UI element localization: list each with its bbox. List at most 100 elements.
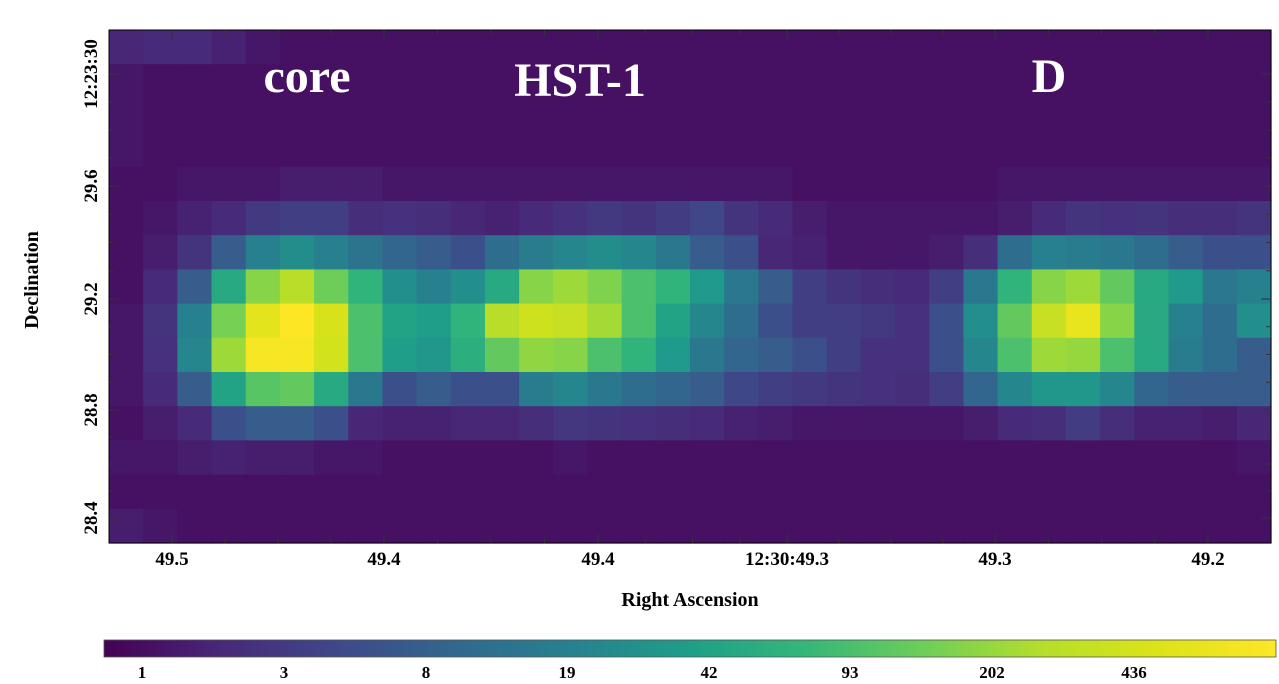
heatmap-cell <box>484 132 520 168</box>
heatmap-cell <box>621 508 657 544</box>
heatmap-cell <box>826 372 862 407</box>
heatmap-cell <box>279 269 315 305</box>
heatmap-cell <box>587 372 623 407</box>
heatmap-cell <box>758 132 794 168</box>
heatmap-cell <box>895 98 930 134</box>
heatmap-cell <box>1202 98 1238 134</box>
heatmap-cell <box>450 303 486 339</box>
heatmap-cell <box>724 269 759 305</box>
heatmap-cell <box>655 98 691 134</box>
heatmap-cell <box>1134 474 1170 510</box>
heatmap-cell <box>826 235 862 270</box>
heatmap-cell <box>826 64 862 99</box>
heatmap-cell <box>826 201 862 236</box>
colorbar-tick-label: 93 <box>842 663 859 682</box>
heatmap-cell <box>348 98 384 134</box>
heatmap-cell <box>348 303 384 339</box>
heatmap-cell <box>1100 474 1135 510</box>
heatmap-cell <box>895 474 930 510</box>
heatmap-cell <box>1100 372 1135 407</box>
heatmap-cell <box>690 406 725 441</box>
heatmap-cell <box>553 98 589 134</box>
heatmap-cell <box>348 235 384 270</box>
heatmap-cell <box>1202 132 1238 168</box>
heatmap-cell <box>1168 440 1204 476</box>
heatmap-cell <box>826 337 862 373</box>
heatmap-cell <box>382 132 418 168</box>
heatmap-cell <box>895 303 930 339</box>
heatmap-cell <box>826 30 862 65</box>
heatmap-cell <box>314 64 349 99</box>
heatmap-cell <box>211 406 247 441</box>
heatmap-cell <box>143 269 178 305</box>
heatmap-cell <box>484 30 520 65</box>
heatmap-cells <box>109 30 1272 544</box>
heatmap-cell <box>758 372 794 407</box>
heatmap-cell <box>929 303 965 339</box>
heatmap-cell <box>587 98 623 134</box>
heatmap-cell <box>245 474 281 510</box>
heatmap-cell <box>1100 132 1135 168</box>
heatmap-cell <box>348 406 384 441</box>
heatmap-cell <box>860 166 896 202</box>
heatmap-cell <box>1031 235 1067 270</box>
heatmap-cell <box>382 440 418 476</box>
heatmap-cell <box>519 30 554 65</box>
x-tick-label: 49.4 <box>367 549 401 570</box>
heatmap-cell <box>143 235 178 270</box>
heatmap-cell <box>279 303 315 339</box>
heatmap-cell <box>963 474 999 510</box>
heatmap-cell <box>724 201 759 236</box>
heatmap-cell <box>997 372 1033 407</box>
heatmap-cell <box>553 166 589 202</box>
heatmap-cell <box>997 440 1033 476</box>
heatmap-cell <box>963 132 999 168</box>
heatmap-cell <box>963 201 999 236</box>
axis-ticks <box>109 30 1271 543</box>
heatmap-cell <box>450 337 486 373</box>
heatmap-cell <box>792 474 828 510</box>
heatmap-cell <box>519 64 554 99</box>
heatmap-cell <box>621 303 657 339</box>
heatmap-cell <box>348 440 384 476</box>
heatmap-cell <box>314 132 349 168</box>
colorbar-tick-label: 8 <box>422 663 431 682</box>
heatmap-cell <box>484 166 520 202</box>
heatmap-cell <box>1134 406 1170 441</box>
x-tick-label: 49.3 <box>978 549 1011 570</box>
heatmap-cell <box>177 269 213 305</box>
heatmap-cell <box>929 201 965 236</box>
heatmap-cell <box>655 337 691 373</box>
heatmap-cell <box>621 372 657 407</box>
heatmap-cell <box>382 474 418 510</box>
heatmap-cell <box>1065 440 1101 476</box>
annotation-d: D <box>1032 50 1067 103</box>
heatmap-cell <box>1065 474 1101 510</box>
heatmap-cell <box>929 372 965 407</box>
heatmap-cell <box>587 474 623 510</box>
heatmap-cell <box>348 30 384 65</box>
heatmap-cell <box>792 303 828 339</box>
heatmap-cell <box>929 166 965 202</box>
heatmap-cell <box>143 30 178 65</box>
heatmap-cell <box>1031 474 1067 510</box>
heatmap-cell <box>1031 508 1067 544</box>
heatmap-cell <box>484 474 520 510</box>
heatmap-cell <box>1031 406 1067 441</box>
heatmap-cell <box>314 508 349 544</box>
heatmap-cell <box>1100 235 1135 270</box>
heatmap-cell <box>895 508 930 544</box>
heatmap-cell <box>963 303 999 339</box>
heatmap-cell <box>211 303 247 339</box>
heatmap-cell <box>348 372 384 407</box>
heatmap-cell <box>519 303 554 339</box>
heatmap-cell <box>792 30 828 65</box>
heatmap-cell <box>1202 235 1238 270</box>
heatmap-cell <box>895 269 930 305</box>
heatmap-cell <box>792 406 828 441</box>
heatmap-cell <box>109 303 144 339</box>
heatmap-cell <box>450 166 486 202</box>
heatmap-cell <box>655 64 691 99</box>
heatmap-cell <box>348 269 384 305</box>
